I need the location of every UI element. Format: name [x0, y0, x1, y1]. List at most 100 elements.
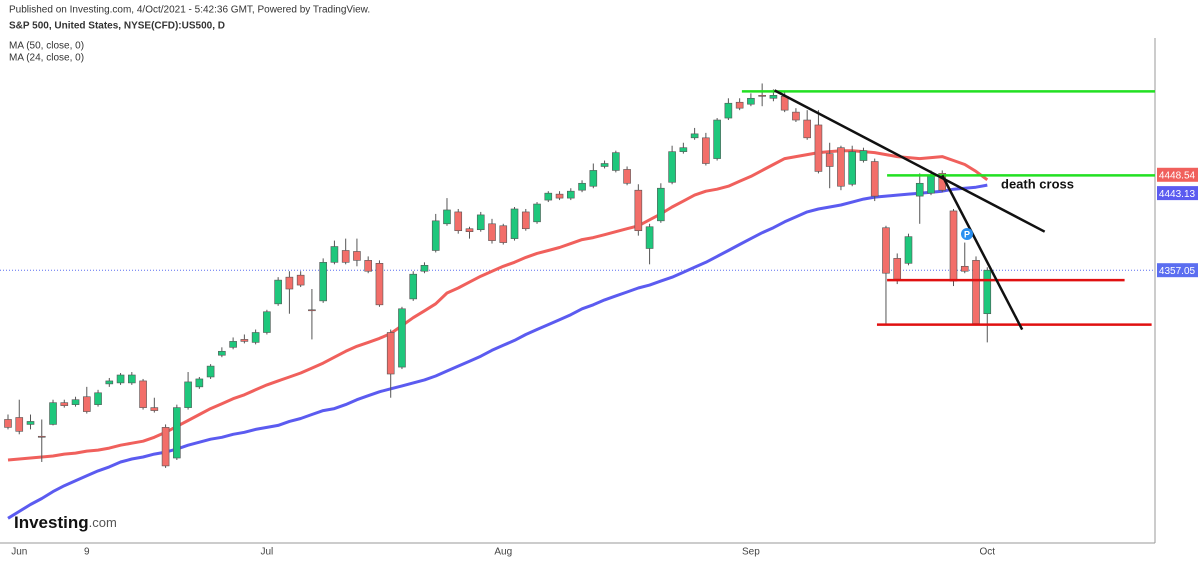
annotation: death cross	[1001, 176, 1074, 191]
candle-body	[566, 190, 575, 199]
candle-body	[882, 227, 890, 274]
logo: Investing.com	[14, 513, 117, 532]
candle-body	[972, 260, 980, 324]
candle-body	[769, 95, 778, 99]
candle-body	[612, 152, 620, 171]
candle-body	[37, 435, 46, 438]
x-tick-label: 9	[84, 547, 90, 558]
candle-body	[420, 264, 429, 272]
candle-body	[128, 374, 136, 384]
candle-body	[747, 97, 755, 105]
candle-body	[308, 309, 316, 312]
candle-body	[600, 163, 609, 167]
candle-body	[589, 170, 598, 187]
chart-title: S&P 500, United States, NYSE(CFD):US500,…	[9, 21, 225, 32]
candle-body	[848, 151, 857, 185]
ma-line	[7, 183, 988, 520]
candle-body	[915, 182, 924, 197]
candle-body	[353, 251, 361, 261]
candle-body	[904, 236, 913, 264]
price-label: 4357.05	[1159, 266, 1196, 277]
candle-body	[26, 421, 35, 425]
price-label-box	[1157, 167, 1198, 182]
plot-area	[0, 83, 1155, 520]
candle-body	[780, 96, 789, 111]
candle-body	[195, 378, 204, 388]
price-label-box	[1157, 186, 1198, 201]
candle-body	[161, 427, 170, 467]
candle-body	[476, 214, 485, 231]
candle-body	[645, 226, 654, 249]
ma-line	[7, 149, 989, 462]
candle-body	[139, 380, 147, 408]
x-tick-label: Sep	[742, 547, 760, 558]
candle-body	[4, 419, 12, 428]
candle-body	[330, 246, 339, 263]
candle-body	[285, 276, 294, 290]
candle-body	[555, 193, 564, 199]
x-tick-label: Oct	[979, 547, 995, 558]
candle-body	[758, 95, 766, 97]
publisher: Published on Investing.com, 4/Oct/2021 -…	[9, 5, 370, 16]
candle-body	[229, 341, 237, 348]
marker-label: P	[964, 229, 970, 239]
candle-body	[15, 417, 24, 432]
candle-body	[465, 228, 474, 232]
candle-body	[263, 311, 271, 333]
x-tick-label: Jul	[260, 547, 273, 558]
candle-body	[837, 147, 845, 187]
candle-body	[60, 402, 69, 406]
candle-body	[240, 339, 249, 342]
drawn-line	[773, 89, 1046, 233]
candle-body	[488, 223, 496, 241]
candle-body	[544, 192, 553, 201]
candle-body	[510, 208, 519, 239]
candle-body	[173, 407, 181, 459]
candle-body	[431, 220, 440, 251]
candle-body	[375, 263, 384, 306]
candle-body	[94, 392, 102, 405]
candle-body	[251, 332, 260, 343]
candle-body	[398, 308, 406, 368]
candle-body	[386, 332, 395, 375]
candle-body	[218, 350, 226, 356]
price-label: 4448.54	[1159, 170, 1196, 181]
legend-entry: MA (50, close, 0)	[9, 41, 84, 52]
candle-body	[82, 396, 91, 412]
candle-body	[274, 279, 282, 305]
x-tick-label: Aug	[494, 547, 512, 558]
candle-body	[206, 365, 215, 378]
drawn-line	[941, 174, 1024, 331]
candle-body	[893, 258, 902, 280]
candle-body	[960, 265, 969, 272]
candle-body	[578, 182, 586, 191]
candle-body	[679, 147, 688, 152]
candle-body	[150, 407, 159, 411]
candle-body	[657, 187, 665, 222]
candle-body	[870, 161, 879, 197]
candle-body	[803, 119, 811, 139]
candle-body	[623, 169, 631, 184]
legend-entry: MA (24, close, 0)	[9, 53, 84, 64]
candle-body	[713, 119, 721, 159]
candle-body	[927, 175, 935, 194]
candle-body	[814, 124, 823, 172]
x-tick-label: Jun	[11, 547, 27, 558]
candle-body	[296, 274, 305, 286]
marker-badge	[961, 228, 973, 240]
candle-body	[341, 250, 350, 263]
price-label: 4443.13	[1159, 189, 1196, 200]
candle-body	[443, 209, 451, 225]
candle-body	[409, 273, 418, 300]
candle-body	[364, 260, 372, 272]
candle-body	[105, 380, 114, 385]
candle-body	[71, 399, 80, 405]
candle-body	[690, 133, 699, 139]
candle-body	[949, 210, 958, 282]
candle-body	[116, 374, 125, 384]
logo-suffix: .com	[89, 515, 117, 530]
candle-body	[319, 262, 327, 302]
candle-body	[859, 150, 868, 161]
candle-body	[634, 189, 643, 232]
